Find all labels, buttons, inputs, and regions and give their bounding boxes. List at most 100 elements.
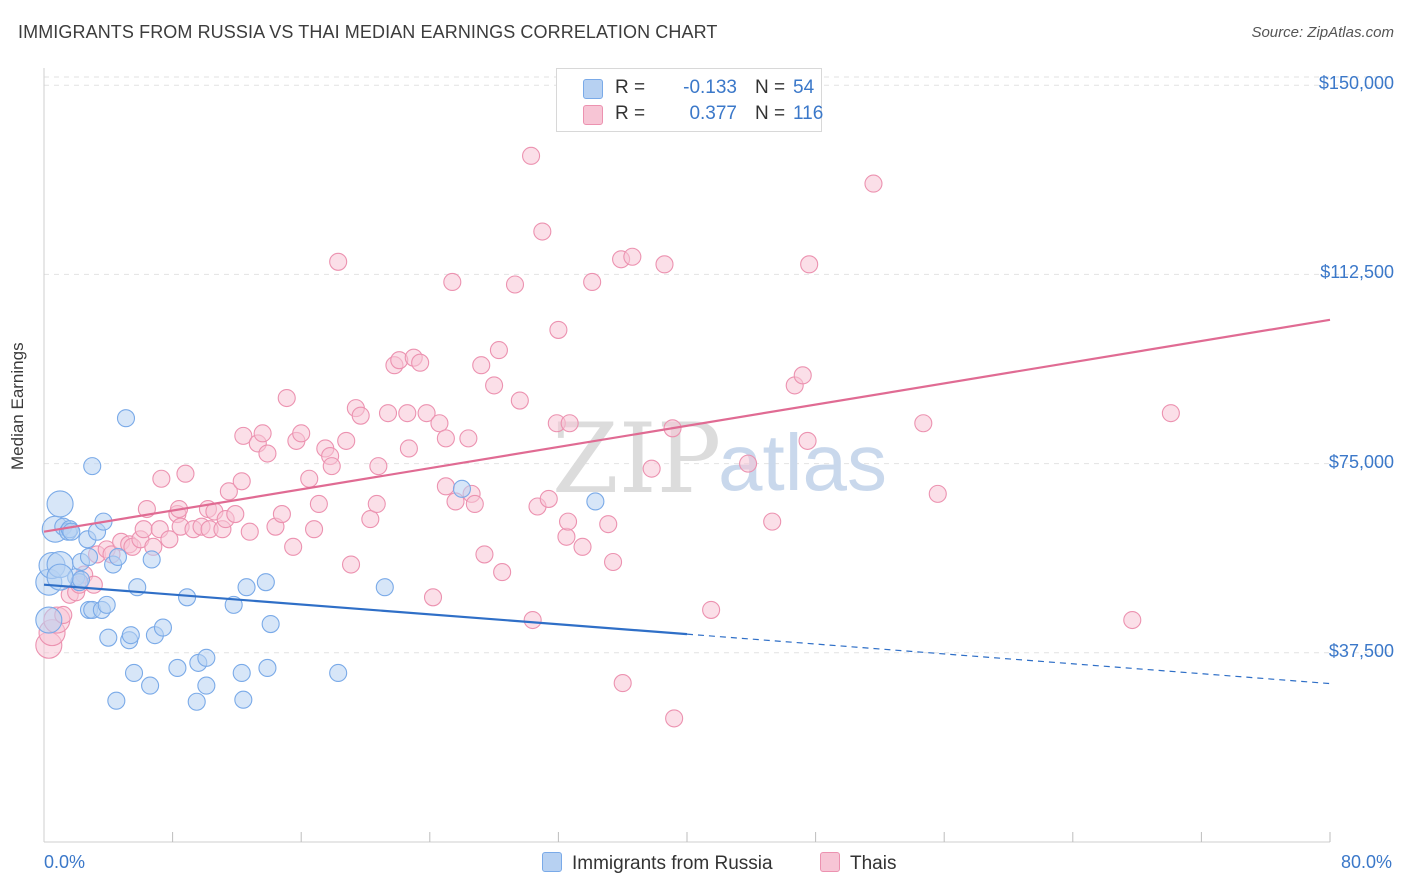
russia-point bbox=[375, 578, 394, 597]
thai-point bbox=[329, 252, 348, 271]
thai-point bbox=[398, 404, 417, 423]
thai-point bbox=[284, 537, 303, 556]
thai-point bbox=[489, 341, 508, 360]
thai-point bbox=[642, 459, 661, 478]
thai-point bbox=[560, 414, 579, 433]
thai-point bbox=[272, 505, 291, 524]
chart-title: IMMIGRANTS FROM RUSSIA VS THAI MEDIAN EA… bbox=[18, 22, 718, 42]
thai-point bbox=[522, 146, 541, 165]
russia-point bbox=[79, 547, 99, 566]
thai-point bbox=[322, 457, 341, 476]
thai-point bbox=[655, 255, 674, 274]
gridlines bbox=[44, 76, 1392, 654]
thai-point bbox=[367, 494, 386, 514]
thai-point bbox=[533, 222, 552, 241]
legend-swatch-russia bbox=[542, 852, 562, 872]
russia-point bbox=[97, 595, 116, 614]
russia-point bbox=[141, 676, 160, 695]
russia-point bbox=[46, 563, 74, 591]
russia-point bbox=[142, 550, 161, 569]
n-label: N = bbox=[755, 103, 786, 124]
russia-point bbox=[258, 658, 277, 677]
thai-point bbox=[423, 588, 443, 607]
russia-point bbox=[237, 578, 256, 597]
thai-point bbox=[665, 709, 684, 728]
thai-point bbox=[914, 414, 933, 433]
thai-point bbox=[1123, 610, 1142, 630]
thai-point bbox=[623, 247, 642, 266]
legend-item-thais[interactable]: Thais bbox=[820, 852, 896, 875]
axes bbox=[43, 68, 1331, 843]
thai-point bbox=[351, 406, 370, 425]
chart-source: Source: ZipAtlas.com bbox=[1251, 24, 1394, 41]
thai-point bbox=[763, 512, 782, 531]
thai-point bbox=[539, 489, 558, 508]
russia-point bbox=[197, 676, 216, 695]
thai-point bbox=[557, 527, 576, 546]
legend-label-thais: Thais bbox=[850, 853, 897, 874]
thai-point bbox=[219, 482, 238, 501]
russia-point bbox=[153, 618, 173, 637]
thai-point bbox=[443, 272, 462, 292]
russia-point bbox=[121, 626, 140, 645]
r-label: R = bbox=[615, 103, 646, 124]
russia-point bbox=[261, 614, 280, 634]
russia-trend-extension bbox=[686, 633, 1331, 685]
thai-point bbox=[739, 454, 758, 473]
russia-point bbox=[99, 628, 118, 647]
thai-point bbox=[232, 472, 251, 491]
russia-point bbox=[234, 690, 253, 709]
russia-point bbox=[107, 691, 126, 710]
thai-trend-line bbox=[43, 318, 1331, 533]
thai-point bbox=[152, 469, 171, 488]
russia-point bbox=[124, 663, 144, 683]
thai-point bbox=[337, 431, 356, 450]
thais-points bbox=[35, 146, 1180, 728]
thai-point bbox=[864, 174, 883, 193]
thai-point bbox=[417, 404, 436, 423]
r-value-russia: -0.133 bbox=[683, 77, 737, 98]
thai-point bbox=[341, 555, 361, 574]
r-value-thais: 0.377 bbox=[689, 103, 737, 124]
thai-point bbox=[436, 477, 455, 496]
thai-point bbox=[604, 552, 623, 572]
thai-point bbox=[292, 424, 311, 443]
watermark-zip: ZIP bbox=[552, 403, 721, 515]
russia-point bbox=[232, 663, 251, 683]
russia-point bbox=[46, 490, 74, 518]
thai-point bbox=[472, 356, 491, 375]
thai-point bbox=[176, 464, 195, 483]
thai-point bbox=[800, 255, 819, 274]
thai-point bbox=[226, 505, 245, 524]
y-tick-label: $150,000 bbox=[1318, 73, 1394, 94]
n-value-russia: 54 bbox=[793, 77, 815, 98]
russia-point bbox=[108, 547, 127, 566]
thai-point bbox=[309, 494, 328, 514]
thai-point bbox=[599, 515, 618, 534]
thai-point bbox=[240, 522, 259, 541]
russia-point bbox=[178, 588, 197, 607]
thai-point bbox=[234, 426, 253, 445]
legend-label-russia: Immigrants from Russia bbox=[572, 853, 773, 874]
russia-point bbox=[187, 692, 206, 711]
thai-point bbox=[505, 275, 525, 294]
thai-point bbox=[258, 444, 277, 463]
thai-point bbox=[411, 353, 430, 372]
legend-swatch-russia bbox=[583, 79, 603, 99]
legend-swatch-thais bbox=[820, 852, 840, 872]
thai-point bbox=[928, 484, 947, 503]
russia-point bbox=[168, 658, 187, 677]
thai-point bbox=[300, 469, 319, 488]
russia-point bbox=[116, 409, 136, 428]
russia-point bbox=[83, 457, 102, 476]
y-tick-label: $75,000 bbox=[1328, 451, 1394, 472]
thai-point bbox=[510, 391, 529, 410]
thai-point bbox=[253, 424, 272, 443]
thai-point bbox=[485, 376, 504, 395]
russia-point bbox=[197, 648, 216, 667]
russia-point bbox=[71, 570, 91, 589]
thai-point bbox=[558, 512, 578, 531]
russia-trend-line bbox=[43, 583, 688, 636]
legend-item-russia[interactable]: Immigrants from Russia bbox=[542, 852, 773, 875]
